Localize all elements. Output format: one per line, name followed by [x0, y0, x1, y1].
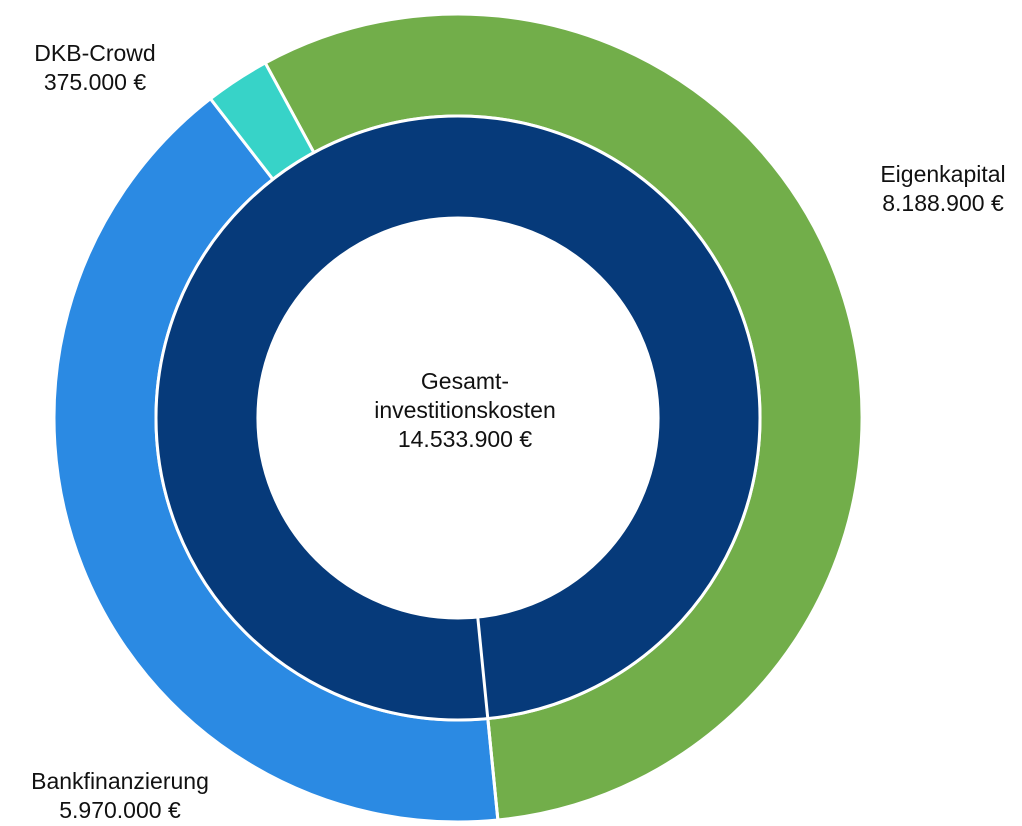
center-total-value: 14.533.900 €	[397, 426, 533, 452]
slice-label-value: 8.188.900 €	[882, 190, 1004, 216]
center-title-line-2: investitionskosten	[374, 397, 556, 423]
slice-separator	[476, 616, 500, 821]
inner-ring	[154, 114, 762, 722]
slice-label-value: 5.970.000 €	[59, 797, 181, 823]
slice-label-dkb-crowd: DKB-Crowd 375.000 €	[20, 39, 170, 97]
slice-label-value: 375.000 €	[43, 69, 147, 95]
slice-label-name: Bankfinanzierung	[31, 768, 209, 794]
slice-label-eigenkapital: Eigenkapital 8.188.900 €	[848, 160, 1022, 218]
inner-ring-slice	[154, 114, 762, 722]
center-title-line-1: Gesamt-	[420, 368, 510, 394]
slice-label-name: Eigenkapital	[880, 161, 1006, 187]
slice-label-name: DKB-Crowd	[34, 40, 156, 66]
slice-label-bankfinanzierung: Bankfinanzierung 5.970.000 €	[10, 767, 230, 825]
center-total-label: Gesamt- investitionskosten 14.533.900 €	[330, 367, 600, 454]
